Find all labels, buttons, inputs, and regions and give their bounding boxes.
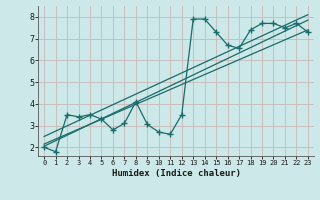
X-axis label: Humidex (Indice chaleur): Humidex (Indice chaleur) <box>111 169 241 178</box>
